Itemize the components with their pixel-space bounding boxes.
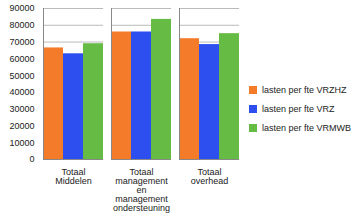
html-text:lasten per fte VRZ: lasten per fte VRZ — [262, 103, 335, 114]
html-text:lasten per fte VRZHZ: lasten per fte VRZHZ — [262, 84, 347, 95]
svg-text:40000: 40000 — [9, 87, 34, 97]
svg-text:80000: 80000 — [9, 20, 34, 30]
svg-text:70000: 70000 — [9, 37, 34, 47]
svg-text:10000: 10000 — [9, 138, 34, 148]
html-text:lasten per fte VRMWB: lasten per fte VRMWB — [262, 122, 351, 133]
svg-text:0: 0 — [29, 154, 34, 164]
svg-text:20000: 20000 — [9, 121, 34, 131]
svg-text:TotaalMiddelen: TotaalMiddelen — [55, 167, 92, 186]
svg-text:Totaaloverhead: Totaaloverhead — [191, 167, 229, 186]
svg-text:Totaalmanagementenmanagementon: Totaalmanagementenmanagementondersteunin… — [113, 167, 170, 213]
svg-text:50000: 50000 — [9, 70, 34, 80]
svg-text:30000: 30000 — [9, 104, 34, 114]
svg-text:90000: 90000 — [9, 3, 34, 13]
svg-text:60000: 60000 — [9, 54, 34, 64]
